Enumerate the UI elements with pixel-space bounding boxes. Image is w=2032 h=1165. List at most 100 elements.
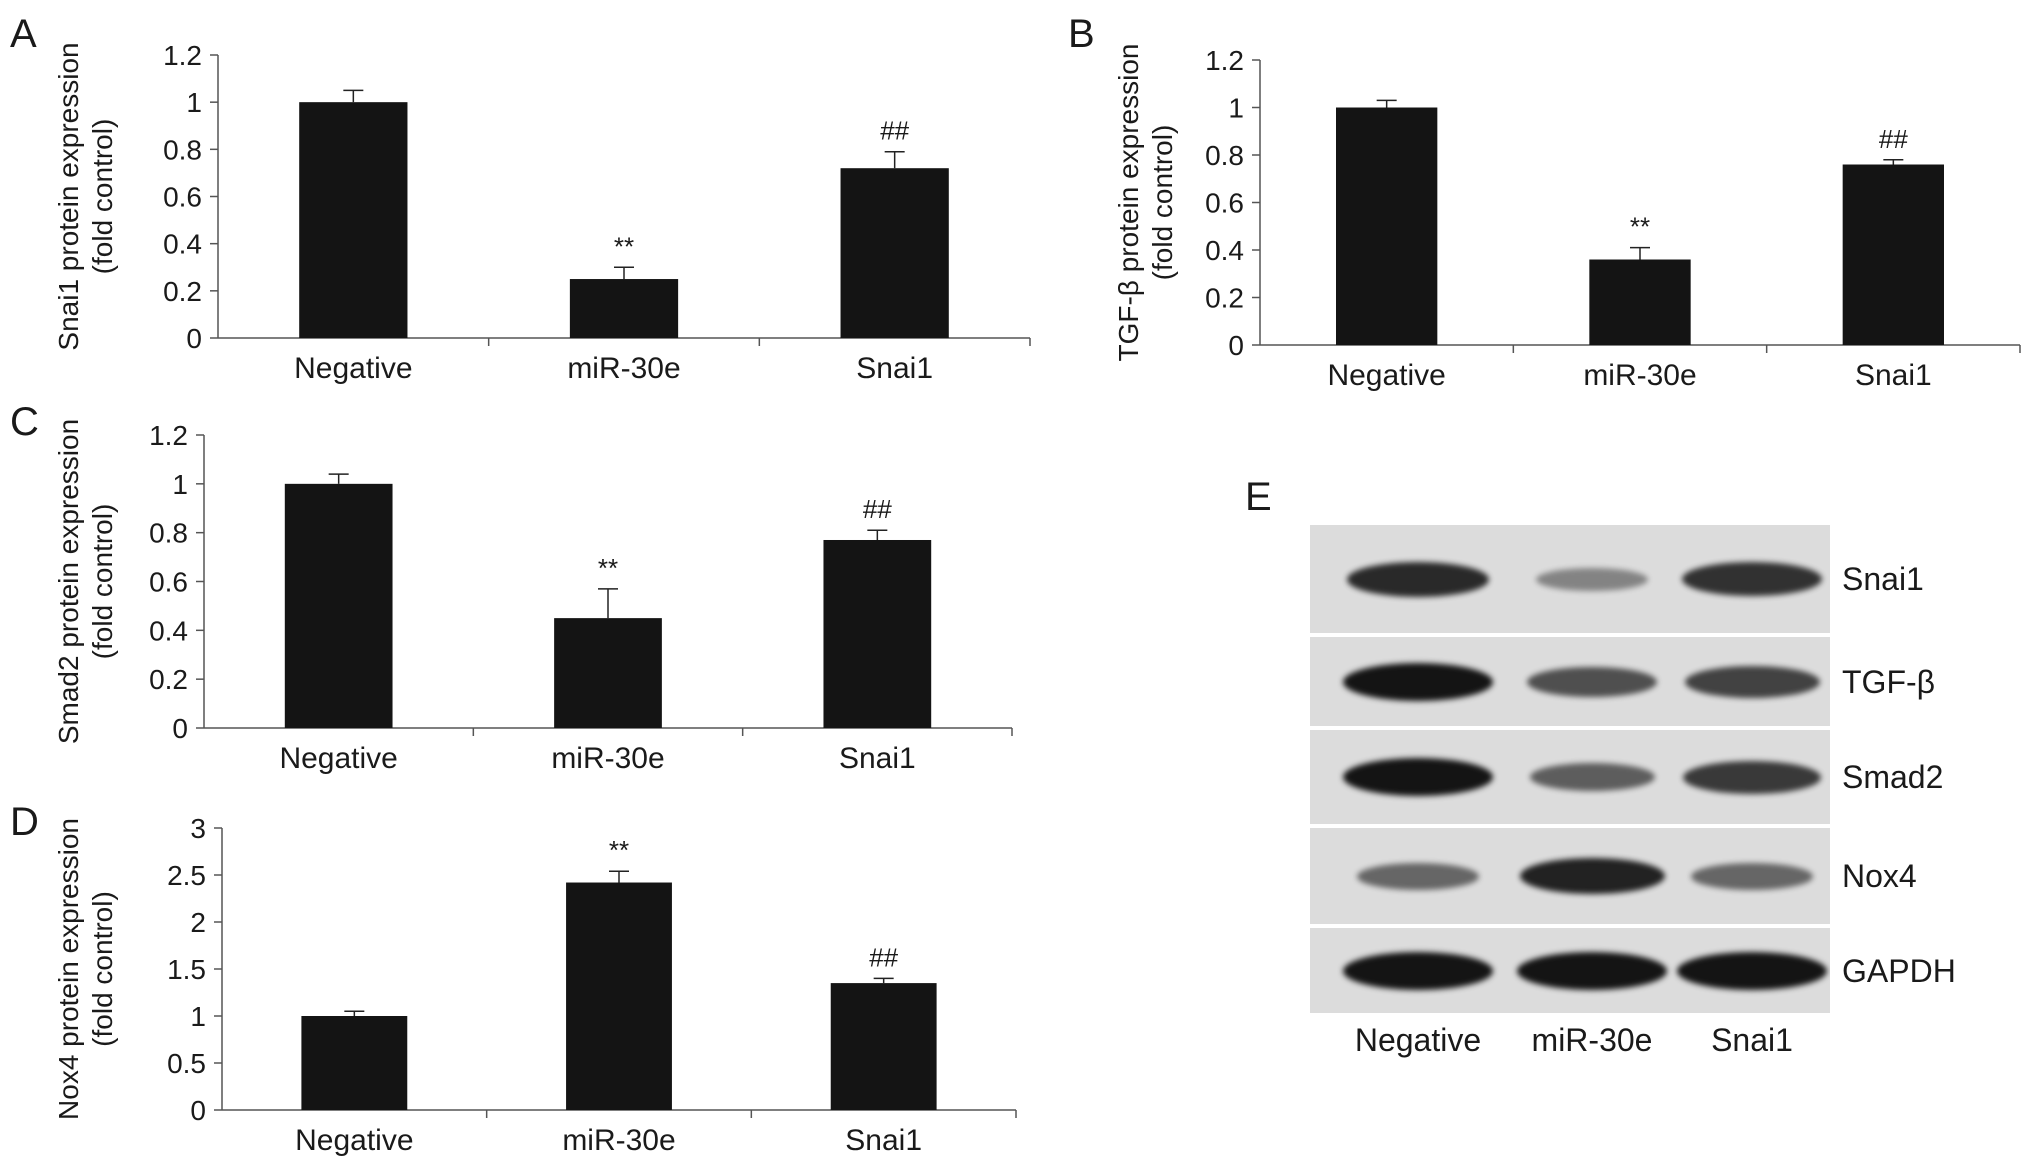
y-tick-label: 0.4 <box>1205 235 1244 266</box>
x-tick-label: Snai1 <box>856 352 933 385</box>
y-tick-label: 0.2 <box>1205 283 1244 314</box>
y-tick-label: 0.2 <box>163 276 202 307</box>
blot-lane-label: Snai1 <box>1711 1022 1793 1058</box>
y-axis-label-line: TGF-β protein expression <box>1113 44 1144 362</box>
y-tick-label: 0.8 <box>163 134 202 165</box>
bar <box>554 618 662 728</box>
y-axis-label: Snai1 protein expression (fold control) <box>53 42 118 350</box>
blot-lane-label: miR-30e <box>1531 1022 1653 1058</box>
y-tick-label: 3 <box>190 813 206 844</box>
x-tick-label: Snai1 <box>845 1124 922 1157</box>
x-tick-label: Negative <box>279 742 397 775</box>
y-tick-label: 0.4 <box>149 615 188 646</box>
blot-row-label: GAPDH <box>1842 952 1956 989</box>
blot-band <box>1517 951 1667 990</box>
x-tick-label: miR-30e <box>551 742 664 775</box>
blot-lane-label: Negative <box>1354 1022 1482 1058</box>
blot-row-label: Nox4 <box>1842 858 1917 894</box>
bar <box>1842 164 1944 345</box>
y-tick-label: 0 <box>1228 330 1244 361</box>
x-tick-label: miR-30e <box>567 352 680 385</box>
x-tick-label: miR-30e <box>562 1124 675 1157</box>
bar-chart-tgf-beta: 0 0.2 0.4 0.6 0.8 1 1.2 TGF-β protein expressio… <box>1113 44 2021 392</box>
y-axis-label-line: (fold control) <box>87 119 118 275</box>
blot-band <box>1343 662 1493 701</box>
y-tick-label: 1 <box>1228 93 1244 124</box>
blot-band <box>1356 862 1480 890</box>
y-tick-label: 0 <box>190 1095 206 1126</box>
y-axis-label: Smad2 protein expression (fold control) <box>53 419 118 744</box>
y-axis-label-line: Smad2 protein expression <box>53 419 84 744</box>
y-axis-label-line: (fold control) <box>87 504 118 660</box>
y-tick-label: 2 <box>190 907 206 938</box>
y-tick-label: 0 <box>172 713 188 744</box>
panel-letter-e: E <box>1245 475 1272 519</box>
y-tick-label: 0.6 <box>149 567 188 598</box>
y-axis-label-line: Nox4 protein expression <box>53 818 84 1120</box>
x-tick-label: miR-30e <box>1583 359 1696 392</box>
blot-band <box>1519 858 1665 894</box>
y-tick-label: 1.5 <box>167 954 206 985</box>
y-tick-label: 0.8 <box>149 518 188 549</box>
significance-label: ## <box>880 116 909 146</box>
y-tick-label: 0.6 <box>163 182 202 213</box>
blot-strip <box>1310 730 1830 824</box>
significance-label: ## <box>863 494 892 524</box>
x-tick-label: Negative <box>1327 359 1445 392</box>
y-tick-label: 0.8 <box>1205 140 1244 171</box>
significance-label: ** <box>609 835 629 865</box>
y-tick-label: 2.5 <box>167 860 206 891</box>
blot-row-label: Snai1 <box>1842 561 1924 597</box>
blot-band <box>1535 567 1649 591</box>
bar <box>1589 259 1691 345</box>
x-tick-label: Negative <box>294 352 412 385</box>
x-tick-label: Snai1 <box>839 742 916 775</box>
bar <box>566 882 672 1110</box>
y-axis-label: TGF-β protein expression (fold control) <box>1113 44 1178 362</box>
y-tick-label: 0.5 <box>167 1048 206 1079</box>
bar-chart-smad2: 0 0.2 0.4 0.6 0.8 1 1.2 Smad2 protein expressio… <box>53 419 1013 775</box>
bar <box>1336 107 1438 345</box>
y-tick-label: 0.2 <box>149 664 188 695</box>
y-tick-label: 1 <box>172 469 188 500</box>
bar <box>830 983 937 1110</box>
y-axis-label-line: Snai1 protein expression <box>53 42 84 350</box>
y-axis-label-line: (fold control) <box>1147 125 1178 281</box>
y-tick-label: 1 <box>190 1001 206 1032</box>
y-tick-label: 0.6 <box>1205 188 1244 219</box>
y-tick-label: 1.2 <box>149 420 188 451</box>
blot-strip <box>1310 637 1830 726</box>
y-tick-label: 0 <box>186 323 202 354</box>
blot-band <box>1677 951 1827 990</box>
y-axis-label: Nox4 protein expression (fold control) <box>53 818 118 1120</box>
blot-band <box>1346 561 1490 597</box>
y-tick-label: 1 <box>186 87 202 118</box>
blot-band <box>1343 951 1493 990</box>
blot-band <box>1684 665 1820 698</box>
y-tick-label: 0.4 <box>163 229 202 260</box>
x-tick-label: Negative <box>295 1124 413 1157</box>
bar <box>569 279 679 338</box>
blot-band <box>1343 758 1493 796</box>
bar <box>823 539 932 728</box>
significance-label: ** <box>598 553 618 583</box>
panel-letter-d: D <box>10 800 39 844</box>
bar <box>299 102 408 339</box>
blot-band <box>1529 763 1655 791</box>
y-tick-label: 1.2 <box>163 40 202 71</box>
blot-strip <box>1310 928 1830 1013</box>
bar-chart-nox4: 0 0.5 1 1.5 2 2.5 3 Nox4 protein expression (fol… <box>53 813 1017 1157</box>
bar <box>301 1016 408 1110</box>
blot-band <box>1527 666 1657 697</box>
panel-letter-c: C <box>10 400 39 444</box>
y-tick-label: 1.2 <box>1205 45 1244 76</box>
bar <box>284 483 393 728</box>
blot-band <box>1682 562 1822 596</box>
blot-row-label: Smad2 <box>1842 759 1944 795</box>
blot-strip <box>1310 828 1830 924</box>
panel-letter-b: B <box>1068 12 1095 56</box>
panel-letter-a: A <box>10 12 37 56</box>
significance-label: ## <box>869 942 898 972</box>
significance-label: ## <box>1879 124 1908 154</box>
y-axis-label-line: (fold control) <box>87 891 118 1047</box>
